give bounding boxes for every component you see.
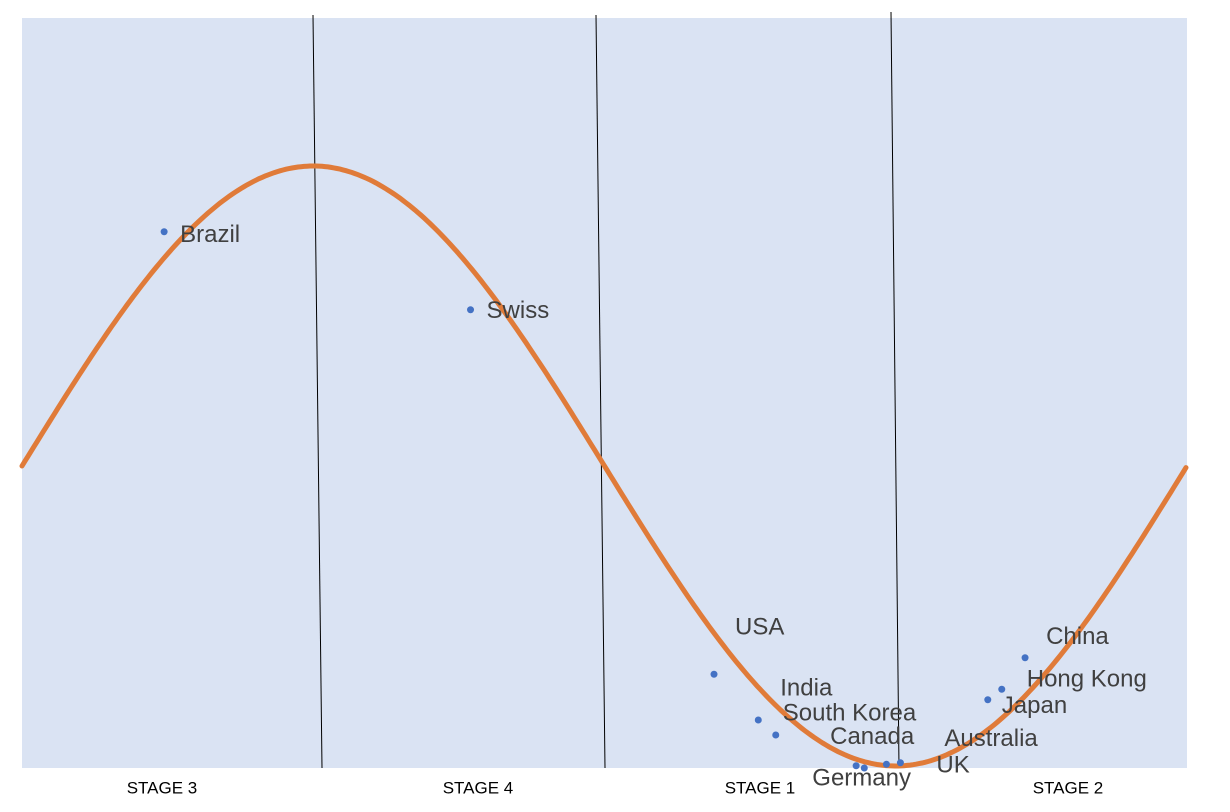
stage-label: STAGE 1 (725, 778, 796, 797)
point-label: Hong Kong (1027, 666, 1147, 693)
point (710, 670, 718, 678)
point-label: Japan (1002, 692, 1067, 719)
plot-area (22, 18, 1187, 768)
point (160, 228, 168, 236)
stage-label: STAGE 3 (127, 778, 198, 797)
point-label: South Korea (783, 699, 917, 726)
stage-divider (595, 14, 606, 769)
point (860, 764, 868, 772)
point-label: Brazil (180, 221, 240, 248)
point (998, 685, 1006, 693)
point-label: Australia (944, 725, 1038, 752)
stage-divider (890, 11, 900, 769)
point (896, 759, 904, 767)
point-label: UK (936, 752, 969, 779)
point-label: Germany (812, 764, 911, 791)
stage-divider (312, 14, 323, 769)
point-label: Swiss (487, 297, 550, 324)
stage-label: STAGE 2 (1033, 778, 1104, 797)
point (852, 762, 860, 770)
point-label: India (780, 674, 833, 701)
point (772, 731, 780, 739)
point (882, 760, 890, 768)
point-label: China (1046, 623, 1109, 650)
cycle-curve (19, 163, 1189, 769)
point (754, 716, 762, 724)
point (467, 306, 475, 314)
point (984, 696, 992, 704)
stage-label: STAGE 4 (443, 778, 514, 797)
point-label: Canada (830, 723, 915, 750)
point-label: USA (735, 614, 784, 641)
point (1021, 654, 1029, 662)
